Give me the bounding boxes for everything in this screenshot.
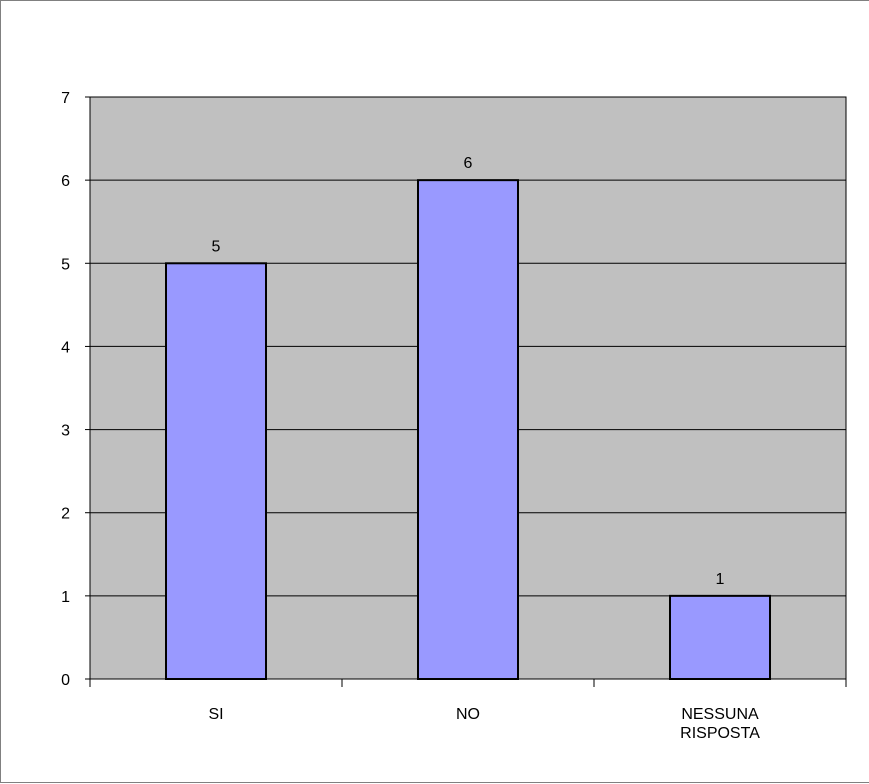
bars xyxy=(165,179,771,680)
y-tick-label: 0 xyxy=(61,672,70,689)
y-tick-label: 1 xyxy=(61,589,70,606)
bar xyxy=(417,179,519,680)
x-tick-label: SI xyxy=(208,706,223,723)
data-label: 5 xyxy=(212,238,221,255)
x-tick-labels: SI NO NESSUNA RISPOSTA xyxy=(208,706,760,742)
axes xyxy=(85,96,847,687)
bar xyxy=(165,262,267,680)
y-tick-label: 5 xyxy=(61,256,70,273)
y-tick-label: 7 xyxy=(61,90,70,107)
y-tick-labels: 0 1 2 3 4 5 6 7 xyxy=(61,90,70,689)
x-tick-label: NESSUNA RISPOSTA xyxy=(680,706,760,742)
y-tick-label: 3 xyxy=(61,423,70,440)
x-tick-label: NO xyxy=(456,706,480,723)
y-tick-label: 6 xyxy=(61,173,70,190)
y-tick-label: 2 xyxy=(61,506,70,523)
y-tick-label: 4 xyxy=(61,339,70,356)
data-labels: 5 6 1 xyxy=(212,155,725,588)
data-label: 1 xyxy=(716,571,725,588)
bar xyxy=(669,594,771,680)
data-label: 6 xyxy=(464,155,473,172)
